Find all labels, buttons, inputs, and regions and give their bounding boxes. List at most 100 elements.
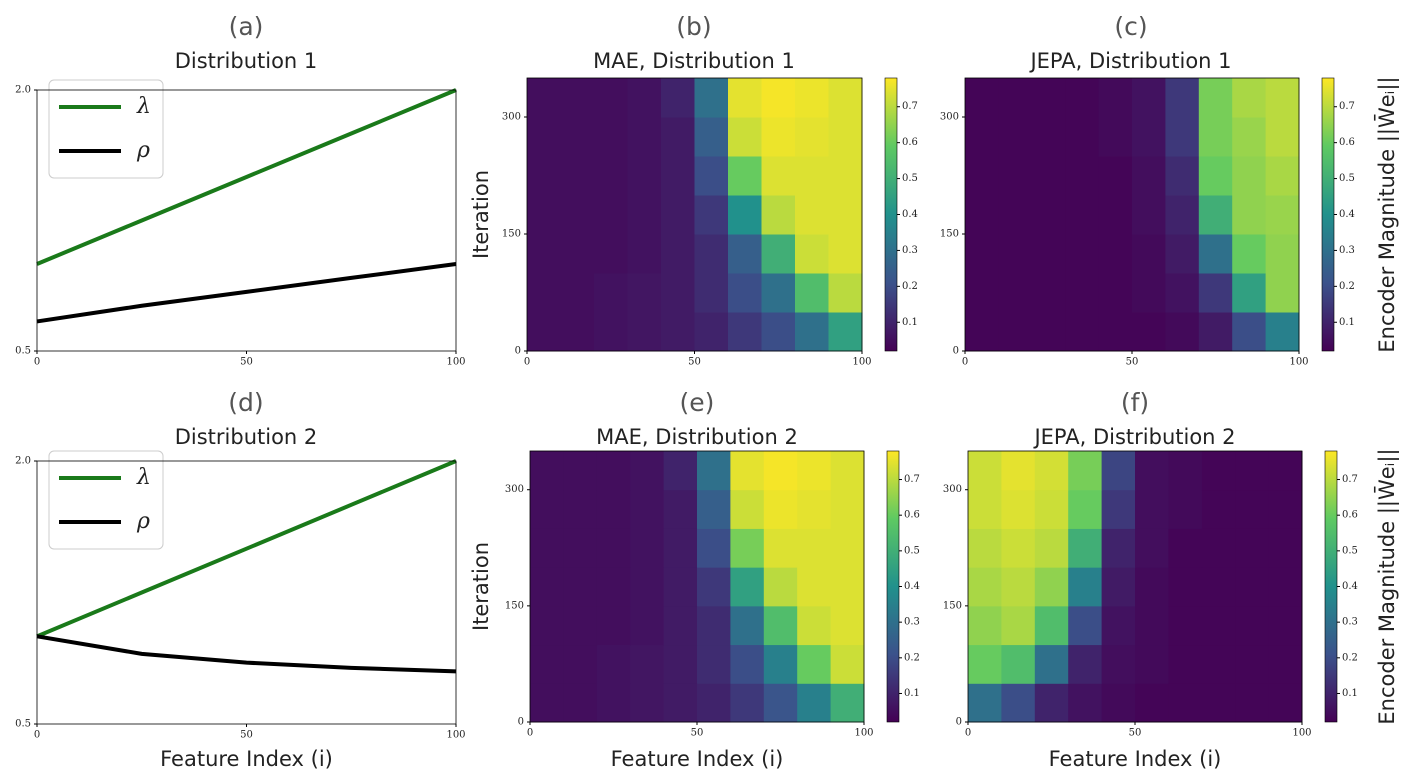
heatmap-cell: [1232, 234, 1267, 274]
heatmap-cell: [627, 78, 662, 118]
heatmap-cell: [828, 234, 863, 274]
heatmap-cell: [627, 195, 662, 235]
heatmap-cell: [627, 117, 662, 157]
heatmap-cell: [527, 234, 561, 274]
panel-title: Distribution 1: [175, 49, 318, 73]
heatmap-cell: [1198, 117, 1233, 157]
heatmap-cell: [596, 489, 631, 529]
heatmap-cell: [1235, 528, 1270, 568]
heatmap-cell: [596, 528, 631, 568]
x-tick-label: 100: [1289, 357, 1308, 368]
heatmap-cell: [697, 528, 731, 568]
y-tick-label: 0: [518, 717, 524, 728]
heatmap-cell: [627, 273, 662, 313]
colorbar-tick-label: 0.5: [1342, 545, 1358, 556]
heatmap-cell: [830, 528, 865, 568]
heatmap-cell: [1034, 644, 1069, 684]
heatmap-cell: [1065, 273, 1100, 313]
heatmap-cell: [1165, 78, 1200, 118]
y-tick-label: 0: [515, 346, 521, 357]
heatmap-cell: [763, 567, 798, 607]
heatmap-cell: [1101, 528, 1136, 568]
heatmap-cell: [1031, 195, 1066, 235]
legend-label: ρ: [136, 138, 150, 163]
legend-box: [48, 79, 164, 179]
heatmap-cell: [1235, 567, 1270, 607]
heatmap-cell: [797, 451, 832, 491]
colorbar-tick-label: 0.1: [902, 317, 918, 328]
heatmap-cell: [1198, 273, 1233, 313]
x-tick-label: 100: [446, 357, 465, 368]
heatmap-cell: [630, 644, 665, 684]
heatmap-cell: [1265, 78, 1300, 118]
heatmap-cell: [594, 234, 628, 274]
colorbar-tick-label: 0.6: [904, 510, 920, 521]
y-tick-label: 150: [505, 600, 524, 611]
legend-label: λ: [136, 94, 151, 119]
panel-title: JEPA, Distribution 2: [1032, 425, 1235, 449]
heatmap-cell: [797, 683, 832, 723]
heatmap-cell: [1001, 644, 1036, 684]
heatmap-cell: [730, 451, 765, 491]
heatmap-cell: [763, 605, 798, 646]
line: [36, 634, 457, 674]
heatmap-cell: [1201, 605, 1236, 646]
heatmap-cell: [1034, 567, 1069, 607]
x-tick-label: 100: [446, 730, 465, 741]
heatmap-cell: [530, 451, 564, 491]
y-axis-label: Iteration: [469, 542, 493, 631]
heatmap-cell: [1068, 683, 1103, 723]
heatmap-cell: [1165, 234, 1200, 274]
heatmap-cell: [1001, 683, 1036, 723]
heatmap-cell: [1268, 451, 1303, 491]
heatmap-cell: [763, 528, 798, 568]
panel-label: (b): [676, 12, 711, 41]
heatmap-cell: [1132, 156, 1166, 196]
colorbar-tick-label: 0.1: [904, 688, 920, 699]
heatmap-cell: [1098, 195, 1133, 235]
heatmap-cell: [1201, 644, 1236, 684]
heatmap-cell: [1098, 156, 1133, 196]
panel-title: MAE, Distribution 1: [593, 49, 795, 73]
panel-title: Distribution 2: [175, 425, 318, 449]
x-tick-label: 0: [34, 357, 40, 368]
heatmap-cell: [697, 644, 731, 684]
heatmap-cell: [694, 234, 729, 274]
heatmap-cell: [965, 156, 999, 196]
x-tick-label: 100: [852, 357, 871, 368]
legend-box: [48, 450, 164, 550]
heatmap-cell: [560, 156, 595, 196]
y-tick-label: 300: [505, 484, 524, 495]
heatmap-cell: [560, 78, 595, 118]
heatmap-cell: [563, 567, 598, 607]
x-tick-label: 50: [240, 357, 253, 368]
y-tick-label: 300: [940, 112, 959, 123]
heatmap-cell: [1068, 567, 1103, 607]
heatmap-cell: [1065, 117, 1100, 157]
heatmap-cell: [728, 195, 762, 235]
heatmap-cell: [795, 117, 829, 157]
heatmap-cell: [1201, 683, 1236, 723]
colorbar-tick-label: 0.3: [1339, 245, 1355, 256]
heatmap-cell: [998, 234, 1033, 274]
heatmap-cell: [1135, 528, 1169, 568]
colorbar-label: Encoder Magnitude ||W̄eᵢ||: [1374, 76, 1400, 352]
heatmap-cell: [594, 195, 628, 235]
heatmap-cell: [965, 195, 999, 235]
heatmap-cell: [596, 567, 631, 607]
heatmap-cell: [1101, 567, 1136, 607]
heatmap-cell: [527, 312, 561, 352]
colorbar-tick-label: 0.7: [902, 101, 918, 112]
heatmap-cell: [1034, 451, 1069, 491]
heatmap-cell: [1034, 683, 1069, 723]
heatmap-cell: [560, 195, 595, 235]
heatmap-cell: [998, 78, 1033, 118]
heatmap-cell: [530, 605, 564, 646]
heatmap-cell: [1132, 78, 1166, 118]
heatmap-cell: [594, 117, 628, 157]
heatmap-cell: [1031, 234, 1066, 274]
heatmap-cell: [761, 195, 796, 235]
colorbar-tick-label: 0.4: [904, 581, 920, 592]
heatmap-cell: [596, 605, 631, 646]
